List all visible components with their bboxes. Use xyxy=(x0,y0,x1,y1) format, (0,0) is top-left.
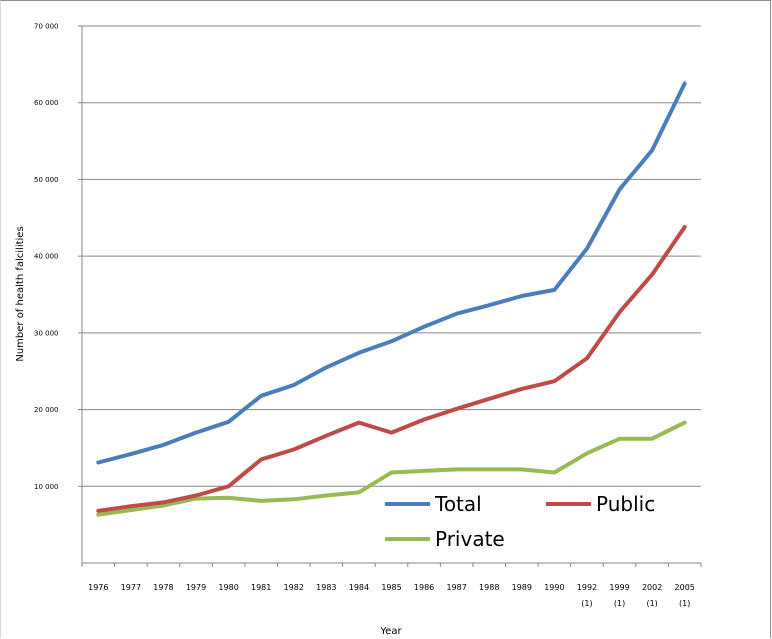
x-tick-note: (1) xyxy=(646,599,657,608)
x-tick-label: 1979 xyxy=(186,583,206,592)
x-tick-note: (1) xyxy=(581,599,592,608)
legend-label-total: Total xyxy=(434,492,482,516)
axes xyxy=(81,26,701,564)
y-tick-label: 40 000 xyxy=(34,253,59,261)
x-tick-label: 1990 xyxy=(544,583,564,592)
y-axis-title: Number of health falcilities xyxy=(15,226,26,361)
x-tick-label: 2002 xyxy=(642,583,662,592)
legend: Total Public Private xyxy=(385,492,655,551)
gridlines xyxy=(78,25,701,487)
legend-label-private: Private xyxy=(435,527,505,551)
x-tick-label: 1983 xyxy=(316,583,336,592)
x-tick-label: 1978 xyxy=(153,583,173,592)
series-line-public xyxy=(96,225,687,513)
y-tick-label: 30 000 xyxy=(34,329,59,337)
legend-label-public: Public xyxy=(596,492,655,516)
y-tick-label: 10 000 xyxy=(34,483,59,491)
x-tick-label: 1992 xyxy=(577,583,597,592)
x-tick-label: 2005 xyxy=(675,583,695,592)
x-axis-tick-labels: 1976 1977 1978 1979 1980 1981 1982 1983 1984 1985… xyxy=(81,563,702,608)
series-line-total xyxy=(96,81,687,465)
x-tick-note: (1) xyxy=(679,599,690,608)
x-tick-label: 1981 xyxy=(251,583,271,592)
y-tick-label: 20 000 xyxy=(34,406,59,414)
x-tick-label: 1977 xyxy=(121,583,141,592)
x-tick-label: 1985 xyxy=(381,583,401,592)
y-axis-tick-labels: 10 000 20 000 30 000 40 000 50 000 60 000 70 0… xyxy=(34,23,59,491)
x-tick-label: 1999 xyxy=(609,583,629,592)
x-tick-label: 1976 xyxy=(88,583,108,592)
y-tick-label: 70 000 xyxy=(34,23,59,31)
y-tick-label: 50 000 xyxy=(34,176,59,184)
x-tick-label: 1987 xyxy=(446,583,466,592)
x-tick-label: 1986 xyxy=(414,583,434,592)
x-axis-title: Year xyxy=(379,626,402,637)
x-tick-label: 1984 xyxy=(349,583,369,592)
x-tick-label: 1989 xyxy=(512,583,532,592)
series-lines xyxy=(96,81,687,517)
y-tick-label: 60 000 xyxy=(34,99,59,107)
x-tick-label: 1988 xyxy=(479,583,499,592)
x-tick-label: 1980 xyxy=(218,583,238,592)
x-tick-label: 1982 xyxy=(284,583,304,592)
x-tick-note: (1) xyxy=(614,599,625,608)
series-line-private xyxy=(96,420,687,517)
